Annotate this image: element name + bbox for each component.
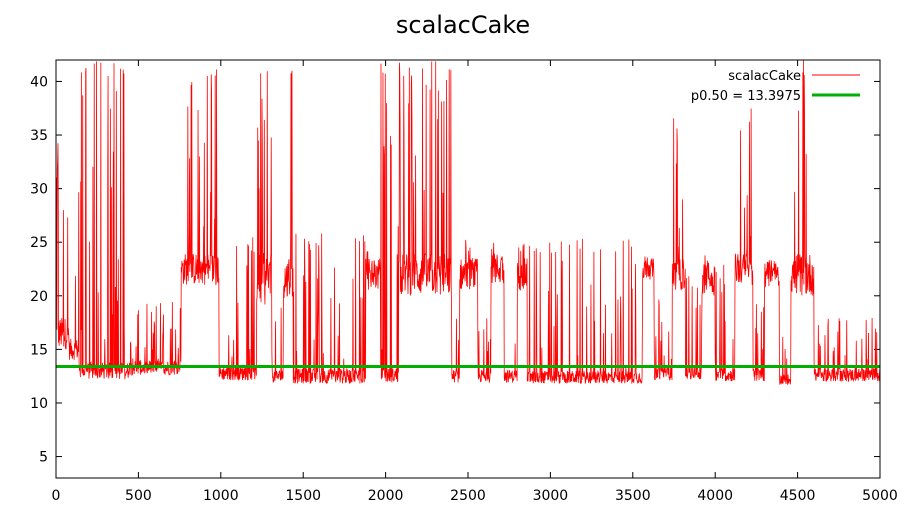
legend-label-scalaccake: scalacCake [728,69,801,84]
x-tick-label: 2500 [450,488,486,504]
y-tick-label: 40 [30,74,48,90]
y-tick-label: 20 [30,289,48,305]
x-tick-label: 1000 [203,488,239,504]
y-tick-label: 10 [30,396,48,412]
y-tick-label: 15 [30,342,48,358]
plot-frame [55,59,881,479]
x-tick-label: 4500 [780,488,816,504]
x-tick-label: 0 [52,488,61,504]
x-tick-label: 3000 [533,488,569,504]
chart-title: scalacCake [396,11,530,39]
x-tick-label: 5000 [862,488,898,504]
x-tick-label: 2000 [368,488,404,504]
x-tick-label: 3500 [615,488,651,504]
series-line-scalaccake [56,60,880,385]
x-axis: 0 500 1000 1500 2000 2500 3000 3500 4000 4500 5000 [52,60,898,504]
legend: scalacCake p0.50 = 13.3975 [691,69,860,104]
y-tick-label: 35 [30,128,48,144]
x-tick-label: 4000 [697,488,733,504]
y-tick-label: 30 [30,182,48,198]
legend-label-median: p0.50 = 13.3975 [691,89,801,104]
y-tick-label: 5 [39,450,48,466]
y-axis: 5 10 15 20 25 30 35 40 [30,74,880,466]
x-tick-label: 1500 [285,488,321,504]
x-tick-label: 500 [125,488,152,504]
y-tick-label: 25 [30,235,48,251]
